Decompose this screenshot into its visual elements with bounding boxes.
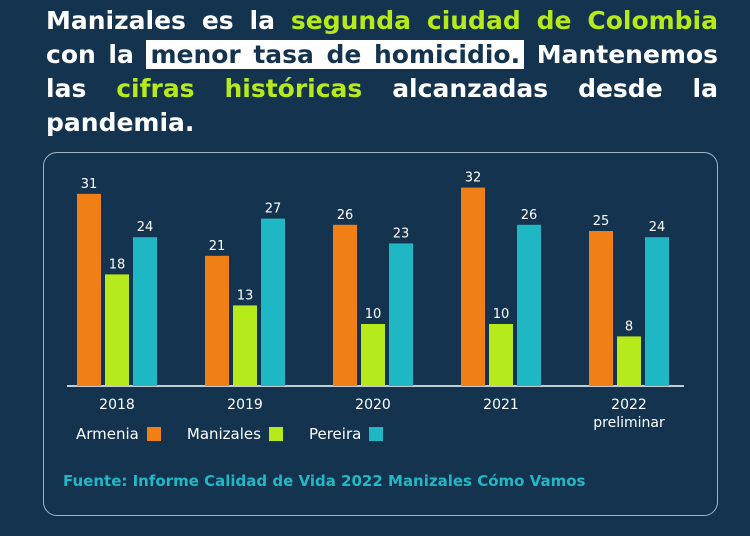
source-note: Fuente: Informe Calidad de Vida 2022 Man… (63, 472, 586, 490)
bar-armenia-2019 (205, 255, 229, 386)
bar-manizales-2021 (489, 324, 513, 386)
bar-armenia-2021 (461, 187, 485, 386)
legend-item-pereira: Pereira (308, 425, 384, 443)
data-label-armenia-2021: 32 (465, 171, 482, 186)
bar-armenia-2018 (77, 193, 101, 386)
bar-manizales-2018 (105, 274, 129, 386)
legend-label-manizales: Manizales (186, 425, 261, 443)
data-label-armenia-2019: 21 (209, 239, 226, 254)
data-label-pereira-2020: 23 (393, 226, 410, 241)
headline-text-3: Mantenemos las (46, 40, 719, 103)
headline-highlight-menor-tasa: menor tasa de homicidio. (146, 40, 525, 69)
data-label-pereira-2019: 27 (265, 202, 282, 217)
legend-swatch-manizales (268, 427, 283, 441)
data-label-pereira-2018: 24 (137, 220, 154, 235)
category-label-2021: 2021 (483, 397, 519, 413)
legend-swatch-pereira (369, 427, 384, 441)
category-labels-group: 2018 2019 2020 2021 2022 preliminar (99, 397, 665, 431)
data-label-manizales-2021: 10 (493, 307, 510, 322)
headline-text-2: con la (46, 40, 147, 69)
data-label-armenia-2018: 31 (81, 177, 98, 192)
data-label-armenia-2020: 26 (337, 208, 354, 223)
data-label-manizales-2019: 13 (237, 288, 254, 303)
bar-pereira-2021 (517, 224, 541, 386)
category-label-2019: 2019 (227, 397, 263, 413)
legend-label-pereira: Pereira (308, 425, 362, 443)
headline-highlight-segunda-ciudad: segunda ciudad de Colombia (290, 6, 718, 35)
legend-label-armenia: Armenia (76, 425, 139, 443)
bar-manizales-2020 (361, 324, 385, 386)
bar-armenia-2022 (589, 231, 613, 386)
bar-pereira-2022 (645, 237, 669, 386)
bar-manizales-2022 (617, 336, 641, 386)
bar-manizales-2019 (233, 305, 257, 386)
data-label-armenia-2022: 25 (593, 214, 610, 229)
chart-panel (43, 152, 718, 516)
data-label-manizales-2022: 8 (625, 319, 633, 334)
category-label-2020: 2020 (355, 397, 391, 413)
bar-pereira-2019 (261, 218, 285, 386)
legend-item-armenia: Armenia (76, 425, 161, 443)
category-label-2022: 2022 (611, 397, 647, 413)
data-label-pereira-2022: 24 (649, 220, 666, 235)
category-label-2022-sub: preliminar (593, 415, 665, 431)
bar-pereira-2020 (389, 243, 413, 386)
legend-item-manizales: Manizales (187, 425, 283, 443)
bar-armenia-2020 (333, 224, 357, 386)
legend: Armenia Manizales Pereira (76, 425, 409, 443)
headline-text-4: alcanzadas desde la pandemia. (46, 74, 718, 137)
legend-swatch-armenia (146, 427, 161, 441)
data-label-manizales-2018: 18 (109, 257, 126, 272)
data-label-manizales-2020: 10 (365, 307, 382, 322)
category-label-2018: 2018 (99, 397, 135, 413)
data-label-pereira-2021: 26 (521, 208, 538, 223)
headline-highlight-cifras-historicas: cifras históricas (116, 74, 363, 103)
headline-text-1: Manizales es la (46, 6, 291, 35)
headline: Manizales es la segunda ciudad de Colomb… (46, 4, 718, 140)
bars-group: 31 21 26 32 25 18 13 10 10 8 24 27 23 26 24 (77, 171, 669, 386)
bar-pereira-2018 (133, 237, 157, 386)
